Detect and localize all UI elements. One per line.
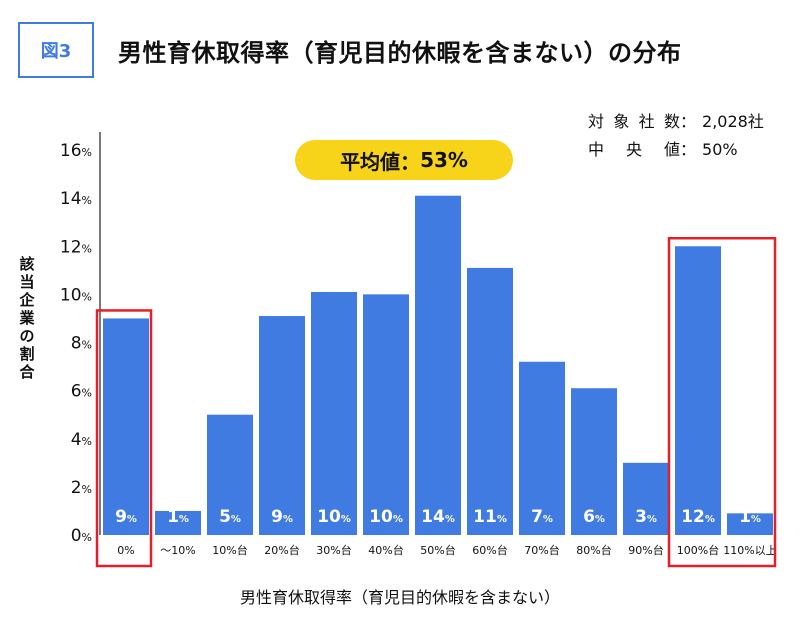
bar-data-label: 3% (635, 507, 657, 527)
y-tick-label: 0% (71, 526, 92, 546)
page-title: 男性育休取得率（育児目的休暇を含まない）の分布 (118, 39, 682, 67)
bar-data-label: 11% (473, 507, 507, 527)
bar-data-label: 14% (421, 507, 455, 527)
info-separator: ： (680, 140, 697, 159)
bar (311, 291, 357, 535)
bar-data-label: 6% (583, 507, 605, 527)
y-tick-label: 10% (60, 285, 92, 305)
y-tick-label: 16% (60, 141, 92, 161)
info-label: 対象社数 (588, 112, 680, 131)
x-tick-label: 80%台 (576, 543, 611, 557)
y-tick-label: 4% (71, 430, 92, 450)
bar-data-label: 1% (739, 507, 761, 527)
highlight-box (95, 309, 153, 568)
info-separator: ： (680, 112, 697, 131)
bar-data-label: 5% (219, 507, 241, 527)
bar (415, 195, 461, 535)
bar (467, 267, 513, 535)
y-tick-label: 8% (71, 334, 92, 354)
bar (571, 388, 617, 535)
figure-label: 図3 (40, 41, 72, 62)
x-tick-label: 70%台 (524, 543, 559, 557)
info-row-median: 中央値 ： 50% (588, 136, 764, 164)
x-tick-label: 90%台 (628, 543, 663, 557)
average-label: 平均値： (340, 149, 421, 174)
bar (155, 510, 201, 535)
figure-badge: 図3 (18, 22, 94, 78)
x-tick-label: 0% (117, 544, 134, 557)
bar (207, 414, 253, 535)
x-tick-label: 10%台 (212, 543, 247, 557)
bar-data-label: 1% (167, 507, 189, 527)
x-axis-label: 男性育休取得率（育児目的休暇を含まない） (239, 588, 560, 607)
bar-data-label: 12% (681, 507, 715, 527)
x-tick-label: 50%台 (420, 543, 455, 557)
bar (623, 462, 669, 535)
x-tick-label: 40%台 (368, 543, 403, 557)
y-axis-label: 該当企業の割合 (19, 255, 35, 381)
bar-data-label: 9% (271, 507, 293, 527)
bar (519, 361, 565, 535)
bar-data-label: 7% (531, 507, 553, 527)
average-badge: 平均値： 53% (295, 140, 513, 180)
info-value: 2,028社 (702, 112, 764, 131)
x-tick-label: 100%台 (677, 543, 719, 557)
bar (103, 318, 149, 535)
y-tick-label: 2% (71, 478, 92, 498)
y-tick-label: 12% (60, 237, 92, 257)
info-row-companies: 対象社数 ： 2,028社 (588, 108, 764, 136)
bar (675, 246, 721, 535)
bar (259, 316, 305, 535)
x-tick-label: 〜10% (160, 544, 195, 557)
average-value: 53% (420, 148, 468, 172)
x-tick-label: 60%台 (472, 543, 507, 557)
x-tick-label: 110%以上 (723, 544, 776, 557)
highlight-box (667, 237, 777, 568)
info-box: 対象社数 ： 2,028社 中央値 ： 50% (588, 108, 764, 164)
bar-data-label: 9% (115, 507, 137, 527)
x-tick-label: 30%台 (316, 543, 351, 557)
info-label: 中央値 (588, 140, 680, 159)
bar (727, 513, 773, 535)
bar-data-label: 10% (369, 507, 403, 527)
y-tick-label: 14% (60, 189, 92, 209)
bar-data-label: 10% (317, 507, 351, 527)
y-tick-label: 6% (71, 382, 92, 402)
info-value: 50% (702, 140, 738, 159)
bar (363, 294, 409, 535)
x-tick-label: 20%台 (264, 543, 299, 557)
